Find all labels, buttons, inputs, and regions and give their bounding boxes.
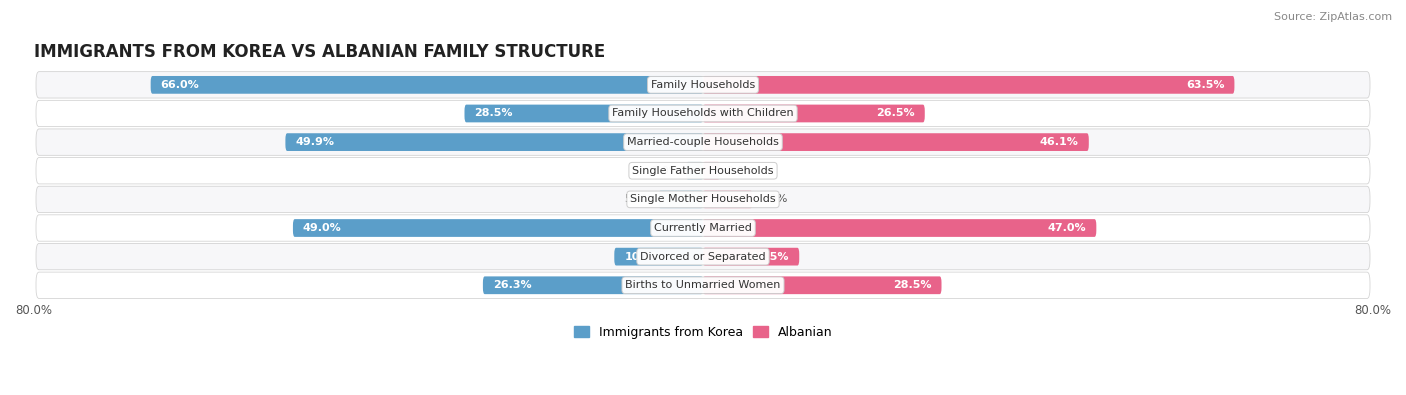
Legend: Immigrants from Korea, Albanian: Immigrants from Korea, Albanian xyxy=(568,321,838,344)
Text: Source: ZipAtlas.com: Source: ZipAtlas.com xyxy=(1274,12,1392,22)
FancyBboxPatch shape xyxy=(37,158,1369,184)
FancyBboxPatch shape xyxy=(37,100,1369,127)
Text: Married-couple Households: Married-couple Households xyxy=(627,137,779,147)
FancyBboxPatch shape xyxy=(614,248,703,265)
Text: 66.0%: 66.0% xyxy=(160,80,200,90)
Text: 46.1%: 46.1% xyxy=(1040,137,1078,147)
FancyBboxPatch shape xyxy=(658,190,703,208)
Text: 28.5%: 28.5% xyxy=(475,109,513,118)
FancyBboxPatch shape xyxy=(37,186,1369,213)
Text: Currently Married: Currently Married xyxy=(654,223,752,233)
FancyBboxPatch shape xyxy=(482,276,703,294)
FancyBboxPatch shape xyxy=(37,215,1369,241)
FancyBboxPatch shape xyxy=(37,71,1369,98)
Text: 11.5%: 11.5% xyxy=(751,252,789,261)
Text: 49.9%: 49.9% xyxy=(295,137,335,147)
Text: Divorced or Separated: Divorced or Separated xyxy=(640,252,766,261)
FancyBboxPatch shape xyxy=(703,276,942,294)
FancyBboxPatch shape xyxy=(150,76,703,94)
Text: 10.6%: 10.6% xyxy=(624,252,664,261)
FancyBboxPatch shape xyxy=(703,133,1088,151)
Text: 2.0%: 2.0% xyxy=(651,166,679,176)
Text: Family Households with Children: Family Households with Children xyxy=(612,109,794,118)
FancyBboxPatch shape xyxy=(703,190,752,208)
Text: 26.5%: 26.5% xyxy=(876,109,915,118)
FancyBboxPatch shape xyxy=(703,248,799,265)
Text: 2.0%: 2.0% xyxy=(727,166,755,176)
FancyBboxPatch shape xyxy=(292,219,703,237)
FancyBboxPatch shape xyxy=(703,105,925,122)
Text: Single Father Households: Single Father Households xyxy=(633,166,773,176)
Text: Family Households: Family Households xyxy=(651,80,755,90)
FancyBboxPatch shape xyxy=(37,243,1369,270)
Text: IMMIGRANTS FROM KOREA VS ALBANIAN FAMILY STRUCTURE: IMMIGRANTS FROM KOREA VS ALBANIAN FAMILY… xyxy=(34,43,605,61)
Text: 28.5%: 28.5% xyxy=(893,280,931,290)
Text: Births to Unmarried Women: Births to Unmarried Women xyxy=(626,280,780,290)
FancyBboxPatch shape xyxy=(703,162,720,180)
Text: 47.0%: 47.0% xyxy=(1047,223,1087,233)
FancyBboxPatch shape xyxy=(703,76,1234,94)
FancyBboxPatch shape xyxy=(703,219,1097,237)
FancyBboxPatch shape xyxy=(686,162,703,180)
FancyBboxPatch shape xyxy=(37,272,1369,299)
FancyBboxPatch shape xyxy=(37,129,1369,155)
Text: 49.0%: 49.0% xyxy=(302,223,342,233)
FancyBboxPatch shape xyxy=(464,105,703,122)
Text: 63.5%: 63.5% xyxy=(1185,80,1225,90)
Text: 26.3%: 26.3% xyxy=(494,280,531,290)
FancyBboxPatch shape xyxy=(285,133,703,151)
Text: 5.9%: 5.9% xyxy=(759,194,787,204)
Text: 5.3%: 5.3% xyxy=(624,194,652,204)
Text: Single Mother Households: Single Mother Households xyxy=(630,194,776,204)
